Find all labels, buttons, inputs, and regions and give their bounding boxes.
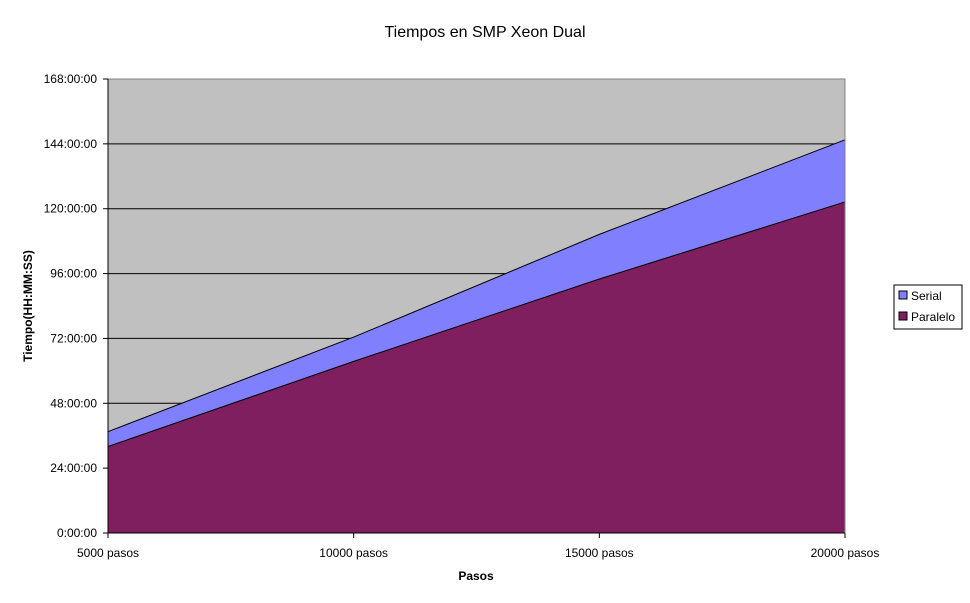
y-tick-label: 72:00:00 bbox=[50, 331, 97, 345]
y-axis-title: Tiempo(HH:MM:SS) bbox=[21, 250, 35, 362]
x-axis-title: Pasos bbox=[458, 569, 494, 583]
x-axis: 5000 pasos 10000 pasos 15000 pasos 20000 pa… bbox=[77, 532, 880, 560]
y-tick-label: 48:00:00 bbox=[50, 396, 97, 410]
x-tick-label: 5000 pasos bbox=[77, 546, 139, 560]
y-tick-label: 96:00:00 bbox=[50, 267, 97, 281]
x-tick-label: 10000 pasos bbox=[319, 546, 388, 560]
y-tick-label: 144:00:00 bbox=[44, 137, 98, 151]
chart-title: Tiempos en SMP Xeon Dual bbox=[385, 24, 586, 41]
y-axis: 0:00:00 24:00:00 48:00:00 72:00:00 96:00:00 1… bbox=[44, 72, 109, 540]
legend-label-paralelo: Paralelo bbox=[911, 310, 955, 324]
y-tick-label: 120:00:00 bbox=[44, 202, 98, 216]
y-tick-label: 0:00:00 bbox=[57, 526, 97, 540]
x-tick-label: 15000 pasos bbox=[565, 546, 634, 560]
legend-label-serial: Serial bbox=[911, 289, 942, 303]
y-tick-label: 168:00:00 bbox=[44, 72, 98, 86]
legend: Serial Paralelo bbox=[893, 284, 963, 330]
x-tick-label: 20000 pasos bbox=[811, 546, 880, 560]
legend-swatch-serial bbox=[898, 290, 908, 300]
y-tick-label: 24:00:00 bbox=[50, 461, 97, 475]
legend-swatch-paralelo bbox=[898, 311, 908, 321]
